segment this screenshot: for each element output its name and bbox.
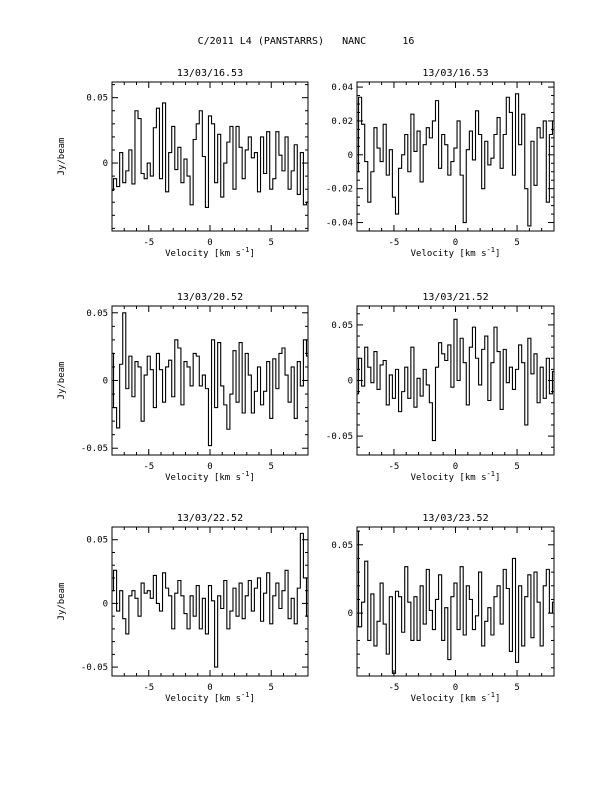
spectrum-series-line bbox=[357, 93, 554, 227]
page-title: C/2011 L4 (PANSTARRS) NANC 16 bbox=[197, 36, 415, 47]
chart-panel-2: -5 0 5 0.04 0.02 0 -0.02 -0.04 13/03/16.53 Veloci… bbox=[326, 68, 555, 259]
x-tick-label: 5 bbox=[514, 462, 519, 472]
y-tick-label: -0.05 bbox=[81, 444, 108, 454]
chart-panel-4: -5 0 5 0.05 0 -0.05 13/03/21.52 Velocity [km s-… bbox=[326, 292, 555, 483]
x-tick-label: 5 bbox=[269, 238, 274, 248]
y-tick-label: 0 bbox=[348, 609, 353, 619]
chart-panel-3: -5 0 5 0.05 0 -0.05 13/03/20.52 Velocity [km s-… bbox=[57, 292, 309, 483]
panel-title: 13/03/22.52 bbox=[177, 513, 243, 524]
spectrum-series-line bbox=[357, 530, 554, 674]
spectrum-series-line bbox=[357, 318, 554, 442]
x-tick-label: 5 bbox=[269, 462, 274, 472]
y-axis-label: Jy/beam bbox=[57, 362, 67, 400]
x-tick-label: 5 bbox=[514, 683, 519, 693]
y-axis-label: Jy/beam bbox=[57, 583, 67, 621]
x-axis-label: Velocity [km s-1] bbox=[411, 691, 501, 704]
x-tick-label: 5 bbox=[514, 238, 519, 248]
x-tick-label: 5 bbox=[269, 683, 274, 693]
spectrum-series-line bbox=[112, 102, 308, 209]
y-tick-label: 0.02 bbox=[331, 117, 353, 127]
y-tick-label: 0 bbox=[103, 377, 108, 387]
panel-title: 13/03/23.52 bbox=[422, 513, 488, 524]
x-axis-label: Velocity [km s-1] bbox=[165, 691, 255, 704]
x-axis-label: Velocity [km s-1] bbox=[411, 246, 501, 259]
x-tick-label: 0 bbox=[453, 238, 458, 248]
x-axis-label: Velocity [km s-1] bbox=[165, 246, 255, 259]
y-tick-label: 0 bbox=[103, 599, 108, 609]
x-tick-label: -5 bbox=[143, 683, 154, 693]
y-tick-label: -0.05 bbox=[326, 432, 353, 442]
spectrum-series-line bbox=[112, 532, 308, 668]
y-tick-label: 0 bbox=[103, 159, 108, 169]
spectrum-series-line bbox=[112, 312, 308, 447]
x-tick-label: -5 bbox=[389, 238, 400, 248]
y-axis-label: Jy/beam bbox=[57, 138, 67, 176]
x-tick-label: 0 bbox=[207, 683, 212, 693]
x-axis-label: Velocity [km s-1] bbox=[165, 470, 255, 483]
y-tick-label: -0.05 bbox=[81, 663, 108, 673]
x-tick-label: -5 bbox=[143, 238, 154, 248]
y-tick-label: 0.05 bbox=[331, 541, 353, 551]
panel-title: 13/03/16.53 bbox=[422, 68, 488, 79]
chart-panel-1: -5 0 5 0.05 0 13/03/16.53 Velocity [km s-1] Jy/… bbox=[57, 68, 309, 259]
chart-panel-6: -5 0 5 0.05 0 13/03/23.52 Velocity [km s-1] bbox=[331, 513, 555, 704]
panel-title: 13/03/16.53 bbox=[177, 68, 243, 79]
x-tick-label: -5 bbox=[389, 462, 400, 472]
x-tick-label: 0 bbox=[453, 462, 458, 472]
y-tick-label: 0.04 bbox=[331, 83, 353, 93]
chart-panel-5: -5 0 5 0.05 0 -0.05 13/03/22.52 Velocity [km s-… bbox=[57, 513, 309, 704]
x-tick-label: -5 bbox=[389, 683, 400, 693]
x-axis-label: Velocity [km s-1] bbox=[411, 470, 501, 483]
x-tick-label: 0 bbox=[453, 683, 458, 693]
y-tick-label: 0.05 bbox=[86, 536, 108, 546]
y-tick-label: 0.05 bbox=[86, 94, 108, 104]
y-tick-label: -0.04 bbox=[326, 219, 353, 229]
x-tick-label: 0 bbox=[207, 238, 212, 248]
y-tick-label: 0 bbox=[348, 151, 353, 161]
y-tick-label: 0.05 bbox=[331, 321, 353, 331]
panel-title: 13/03/20.52 bbox=[177, 292, 243, 303]
panel-title: 13/03/21.52 bbox=[422, 292, 488, 303]
y-tick-label: -0.02 bbox=[326, 185, 353, 195]
y-tick-label: 0.05 bbox=[86, 309, 108, 319]
y-tick-label: 0 bbox=[348, 377, 353, 387]
x-tick-label: -5 bbox=[143, 462, 154, 472]
x-tick-label: 0 bbox=[207, 462, 212, 472]
